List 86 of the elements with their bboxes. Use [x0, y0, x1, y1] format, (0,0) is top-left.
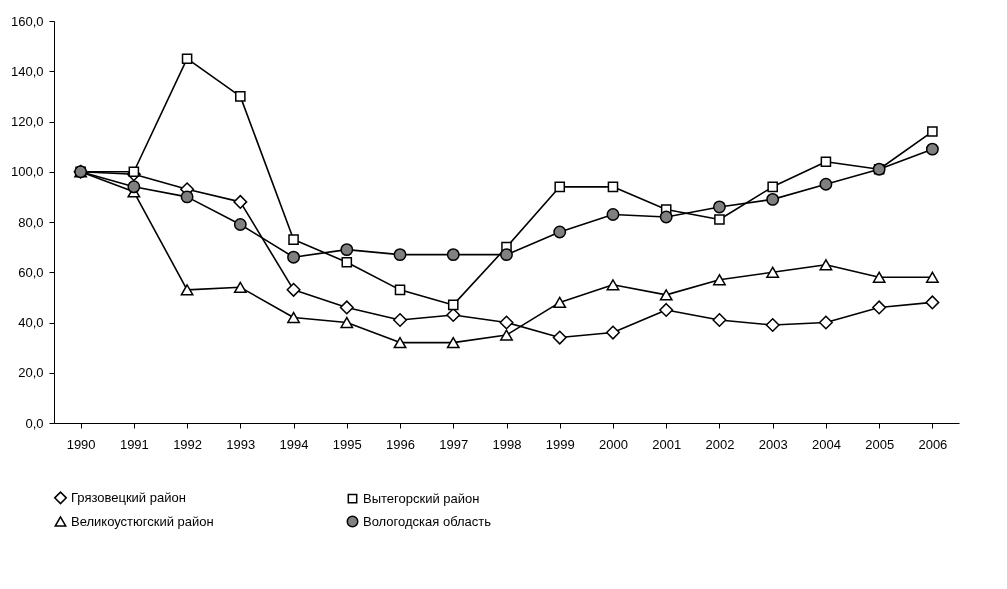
point	[766, 192, 780, 206]
y-tick-label: 20,0	[18, 365, 44, 381]
point	[446, 248, 460, 262]
x-tick-label: 2001	[652, 436, 682, 452]
point	[554, 181, 566, 193]
point	[765, 317, 780, 333]
point	[339, 300, 354, 315]
point	[659, 302, 674, 317]
y-tick-label: 100,0	[10, 164, 44, 180]
point	[767, 181, 778, 193]
point	[712, 312, 727, 328]
point	[925, 142, 939, 156]
x-tick-label: 2000	[599, 436, 628, 452]
point	[235, 91, 246, 102]
point	[819, 259, 833, 271]
point	[500, 329, 513, 341]
legend-label: Великоустюгский район	[71, 513, 214, 529]
point	[659, 210, 673, 224]
point	[393, 336, 407, 349]
point	[552, 330, 567, 345]
point	[233, 281, 247, 294]
point	[606, 279, 620, 291]
point	[712, 274, 726, 286]
x-tick-label: 1993	[226, 436, 256, 452]
point	[446, 336, 460, 349]
point	[553, 296, 567, 309]
x-tick-label: 2004	[811, 436, 841, 452]
point	[340, 316, 354, 329]
point	[286, 282, 301, 297]
point	[180, 284, 194, 296]
point	[927, 126, 938, 137]
legend-label: Вологодская область	[363, 513, 492, 529]
x-tick-label: 2002	[705, 436, 735, 452]
y-tick-label: 80,0	[18, 214, 44, 230]
point	[127, 180, 141, 194]
y-tick-label: 0,0	[25, 415, 44, 431]
x-tick-label: 1994	[279, 436, 309, 452]
y-tick-label: 140,0	[10, 63, 44, 79]
x-tick-label: 1992	[173, 436, 203, 452]
point	[341, 256, 353, 268]
point	[605, 325, 620, 340]
point	[659, 289, 673, 301]
point	[819, 177, 833, 191]
point	[925, 295, 940, 310]
x-tick-label: 1995	[332, 436, 362, 452]
point	[499, 315, 514, 330]
point	[340, 243, 354, 257]
x-tick-label: 2006	[918, 436, 948, 452]
point	[714, 214, 725, 225]
x-tick-label: 1999	[545, 436, 575, 452]
point	[606, 208, 620, 221]
point	[394, 284, 406, 296]
y-tick-label: 40,0	[18, 315, 44, 330]
point	[500, 248, 513, 262]
x-tick-label: 1991	[119, 436, 149, 452]
point	[393, 248, 407, 262]
point	[180, 190, 194, 204]
x-tick-label: 1990	[66, 436, 96, 452]
y-tick-label: 160,0	[10, 13, 44, 29]
point	[447, 299, 459, 311]
y-tick-label: 120,0	[10, 114, 44, 129]
point	[393, 312, 408, 328]
point	[818, 315, 833, 330]
point	[553, 225, 567, 239]
x-tick-label: 2005	[865, 436, 895, 452]
point	[128, 166, 140, 178]
point	[820, 156, 832, 168]
point	[233, 194, 248, 209]
x-tick-label: 1997	[439, 436, 469, 452]
point	[288, 234, 299, 245]
legend-label: Грязовецкий район	[71, 489, 186, 505]
legend-label: Вытегорский район	[363, 490, 480, 506]
point	[181, 53, 193, 64]
point	[766, 266, 780, 278]
point	[872, 271, 886, 283]
point	[287, 311, 301, 324]
x-tick-label: 2003	[758, 436, 788, 452]
x-tick-label: 1998	[492, 436, 522, 452]
x-tick-label: 1996	[386, 436, 415, 452]
point	[925, 271, 939, 283]
point	[712, 200, 726, 214]
point	[287, 250, 301, 264]
point	[233, 218, 247, 231]
y-tick-label: 60,0	[18, 264, 44, 280]
point	[607, 181, 619, 193]
point	[872, 300, 887, 315]
